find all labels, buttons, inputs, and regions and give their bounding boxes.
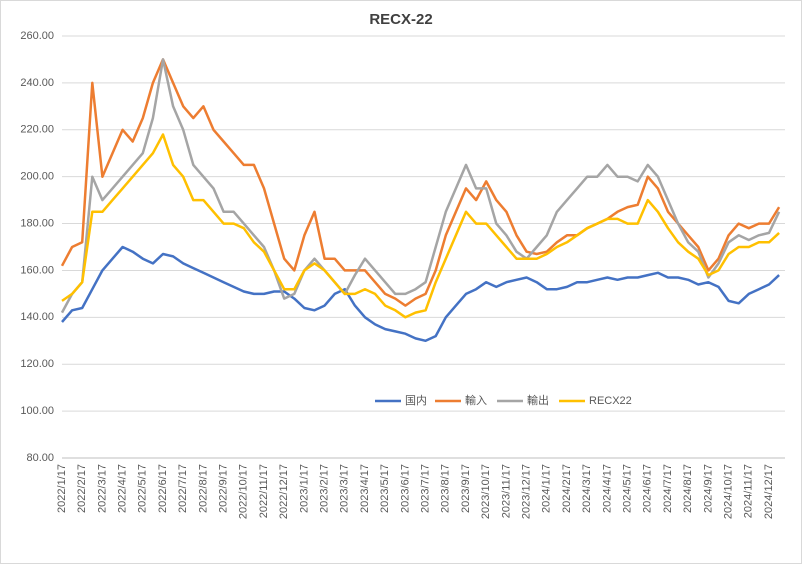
x-tick-label: 2023/1/17 — [298, 464, 310, 513]
y-tick-label: 260.00 — [20, 30, 54, 42]
y-tick-label: 180.00 — [20, 217, 54, 229]
legend-label: 国内 — [405, 393, 427, 407]
x-tick-label: 2024/8/17 — [682, 464, 694, 513]
x-tick-label: 2024/6/17 — [642, 464, 654, 513]
y-tick-label: 100.00 — [20, 405, 54, 417]
x-tick-label: 2022/11/17 — [258, 464, 270, 518]
y-tick-label: 140.00 — [20, 311, 54, 323]
x-tick-label: 2023/7/17 — [420, 464, 432, 513]
x-tick-label: 2023/9/17 — [460, 464, 472, 513]
chart-title: RECX-22 — [369, 11, 432, 28]
y-tick-label: 240.00 — [20, 77, 54, 89]
x-tick-label: 2022/2/17 — [76, 464, 88, 513]
x-tick-label: 2024/11/17 — [743, 464, 755, 518]
x-tick-label: 2023/4/17 — [359, 464, 371, 513]
series-line — [60, 58, 781, 314]
x-tick-label: 2022/5/17 — [137, 464, 149, 513]
x-tick-label: 2024/4/17 — [601, 464, 613, 513]
x-tick-label: 2024/7/17 — [662, 464, 674, 513]
y-tick-label: 200.00 — [20, 171, 54, 183]
x-tick-label: 2023/8/17 — [440, 464, 452, 513]
x-tick-label: 2024/10/17 — [723, 464, 735, 519]
x-tick-label: 2023/2/17 — [319, 464, 331, 513]
x-tick-label: 2024/9/17 — [702, 464, 714, 513]
x-tick-label: 2022/3/17 — [96, 464, 108, 513]
y-tick-label: 160.00 — [20, 264, 54, 276]
series-line — [61, 133, 780, 319]
x-tick-label: 2024/2/17 — [561, 464, 573, 513]
x-tick-label: 2024/5/17 — [622, 464, 634, 513]
series-line — [61, 245, 780, 343]
x-tick-label: 2022/9/17 — [218, 464, 230, 513]
x-tick-label: 2023/3/17 — [339, 464, 351, 513]
y-tick-label: 220.00 — [20, 124, 54, 136]
x-tick-label: 2022/1/17 — [56, 464, 68, 513]
y-tick-label: 120.00 — [20, 358, 54, 370]
x-tick-label: 2024/1/17 — [541, 464, 553, 513]
x-tick-label: 2024/3/17 — [581, 464, 593, 513]
x-tick-label: 2022/6/17 — [157, 464, 169, 513]
y-tick-label: 80.00 — [26, 452, 54, 464]
x-tick-label: 2022/7/17 — [177, 464, 189, 513]
x-tick-label: 2023/11/17 — [500, 464, 512, 518]
legend-label: RECX22 — [589, 395, 632, 407]
x-tick-label: 2023/5/17 — [379, 464, 391, 513]
x-tick-label: 2022/10/17 — [238, 464, 250, 519]
x-tick-label: 2024/12/17 — [763, 464, 775, 519]
x-tick-label: 2023/12/17 — [521, 464, 533, 519]
legend-label: 輸入 — [465, 393, 487, 407]
x-tick-label: 2022/4/17 — [117, 464, 129, 513]
x-tick-label: 2022/12/17 — [278, 464, 290, 519]
x-tick-label: 2022/8/17 — [197, 464, 209, 513]
x-tick-label: 2023/10/17 — [480, 464, 492, 519]
legend-label: 輸出 — [527, 393, 549, 407]
x-tick-label: 2023/6/17 — [399, 464, 411, 513]
series-line — [60, 58, 781, 307]
